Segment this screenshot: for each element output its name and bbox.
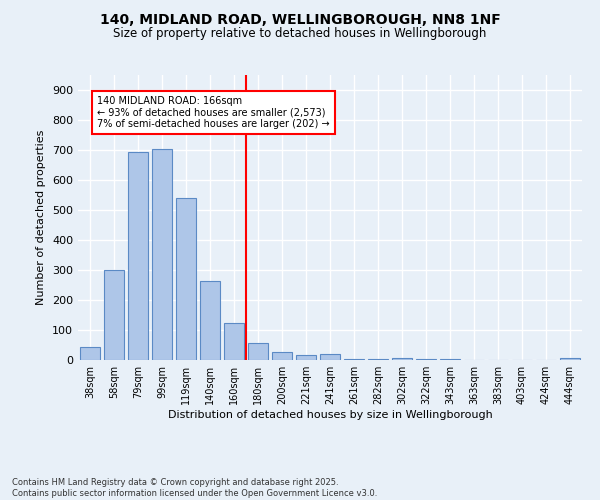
Text: Contains HM Land Registry data © Crown copyright and database right 2025.
Contai: Contains HM Land Registry data © Crown c… bbox=[12, 478, 377, 498]
Bar bbox=[320, 354, 340, 360]
Text: Size of property relative to detached houses in Wellingborough: Size of property relative to detached ho… bbox=[113, 28, 487, 40]
Bar bbox=[224, 324, 244, 360]
Bar bbox=[392, 358, 412, 360]
Bar bbox=[104, 270, 124, 360]
Bar bbox=[368, 358, 388, 360]
Bar bbox=[296, 354, 316, 360]
Text: 140 MIDLAND ROAD: 166sqm
← 93% of detached houses are smaller (2,573)
7% of semi: 140 MIDLAND ROAD: 166sqm ← 93% of detach… bbox=[97, 96, 330, 129]
Y-axis label: Number of detached properties: Number of detached properties bbox=[37, 130, 46, 305]
Bar bbox=[272, 352, 292, 360]
Bar bbox=[128, 152, 148, 360]
Bar bbox=[176, 198, 196, 360]
X-axis label: Distribution of detached houses by size in Wellingborough: Distribution of detached houses by size … bbox=[167, 410, 493, 420]
Bar bbox=[440, 359, 460, 360]
Bar bbox=[80, 346, 100, 360]
Bar bbox=[200, 280, 220, 360]
Text: 140, MIDLAND ROAD, WELLINGBOROUGH, NN8 1NF: 140, MIDLAND ROAD, WELLINGBOROUGH, NN8 1… bbox=[100, 12, 500, 26]
Bar bbox=[248, 343, 268, 360]
Bar bbox=[344, 358, 364, 360]
Bar bbox=[560, 358, 580, 360]
Bar bbox=[152, 148, 172, 360]
